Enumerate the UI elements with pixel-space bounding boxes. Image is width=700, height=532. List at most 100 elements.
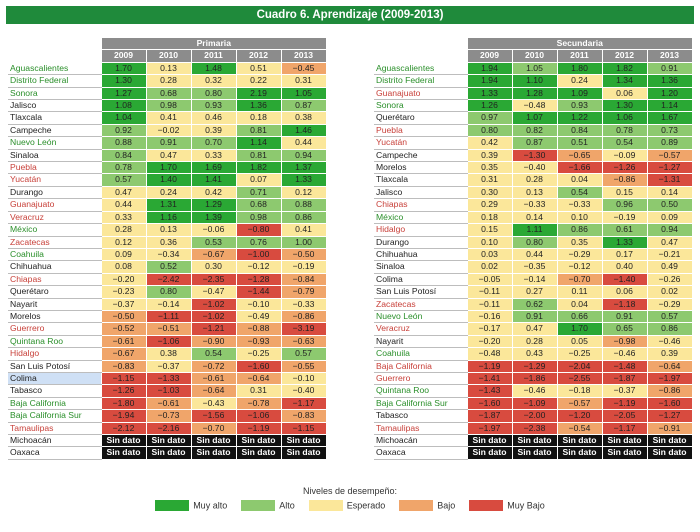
secundaria-value-cell: −0.33 <box>511 198 558 212</box>
primaria-state-name: Campeche <box>8 124 101 138</box>
secundaria-value-cell: −2.00 <box>511 409 558 423</box>
secundaria-value-cell: 0.47 <box>511 322 558 336</box>
primaria-value-cell: 0.81 <box>235 123 282 138</box>
primaria-value-cell: 0.44 <box>280 136 327 150</box>
primaria-state-name: Sonora <box>8 87 101 101</box>
secundaria-table-row: Michoacán Sin dato Sin dato Sin dato Sin dat… <box>374 433 693 448</box>
primaria-value-cell: −0.52 <box>100 322 147 336</box>
secundaria-value-cell: −0.05 <box>466 272 513 287</box>
secundaria-value-cell: 1.30 <box>601 99 648 113</box>
secundaria-value-cell: −0.17 <box>466 322 513 336</box>
secundaria-table-row: Guerrero −1.41 −1.86 −2.55 −1.87 −1.97 <box>374 371 693 386</box>
secundaria-value-cell: 1.94 <box>466 61 513 76</box>
primaria-table-row: Nuevo León 0.88 0.91 0.70 1.14 0.44 <box>8 136 327 150</box>
primaria-table-row: Guanajuato 0.44 1.31 1.29 0.68 0.88 <box>8 198 327 212</box>
secundaria-value-cell: −1.48 <box>601 359 648 373</box>
secundaria-value-cell: 0.84 <box>556 123 603 138</box>
secundaria-value-cell: Sin dato <box>466 446 513 460</box>
secundaria-value-cell: −0.35 <box>511 260 558 274</box>
secundaria-table-row: Aguascalientes 1.94 1.05 1.80 1.82 0.91 <box>374 61 693 76</box>
primaria-value-cell: −0.64 <box>235 371 282 386</box>
legend-label: Esperado <box>346 500 386 511</box>
secundaria-value-cell: 0.57 <box>646 309 693 324</box>
primaria-value-cell: 0.94 <box>280 148 327 163</box>
primaria-year-header: 2011 <box>190 49 237 63</box>
primaria-table-row: Puebla 0.78 1.70 1.69 1.82 1.37 <box>8 161 327 175</box>
secundaria-value-cell: 1.36 <box>646 74 693 88</box>
secundaria-value-cell: −0.46 <box>511 384 558 398</box>
secundaria-state-name: Tamaulipas <box>374 422 467 436</box>
secundaria-value-cell: 0.03 <box>466 247 513 262</box>
primaria-value-cell: −0.86 <box>280 309 327 324</box>
secundaria-value-cell: 0.42 <box>466 136 513 150</box>
primaria-state-name: Oaxaca <box>8 446 101 460</box>
primaria-state-name: Hidalgo <box>8 347 101 361</box>
secundaria-value-cell: −0.25 <box>556 347 603 361</box>
secundaria-value-cell: 0.54 <box>556 185 603 200</box>
legend-item: Bajo <box>399 500 455 512</box>
primaria-value-cell: 0.71 <box>235 185 282 200</box>
secundaria-value-cell: 1.06 <box>601 111 648 125</box>
primaria-value-cell: 0.46 <box>190 111 237 125</box>
primaria-state-name: Jalisco <box>8 99 101 113</box>
secundaria-value-cell: 0.15 <box>601 185 648 200</box>
primaria-table-row: Michoacán Sin dato Sin dato Sin dato Sin dat… <box>8 433 327 448</box>
primaria-value-cell: 2.19 <box>235 86 282 101</box>
secundaria-value-cell: −1.09 <box>511 396 558 411</box>
secundaria-header-spacer <box>374 38 467 50</box>
secundaria-value-cell: 0.10 <box>556 210 603 225</box>
secundaria-value-cell: −0.16 <box>466 309 513 324</box>
secundaria-value-cell: −1.27 <box>646 409 693 423</box>
secundaria-state-name: Hidalgo <box>374 223 467 237</box>
primaria-value-cell: −0.67 <box>190 247 237 262</box>
secundaria-value-cell: 0.66 <box>556 309 603 324</box>
primaria-value-cell: Sin dato <box>145 446 192 460</box>
secundaria-table-row: Chihuahua 0.03 0.44 −0.29 0.17 −0.21 <box>374 247 693 262</box>
secundaria-value-cell: −0.46 <box>646 334 693 349</box>
primaria-value-cell: 0.68 <box>235 198 282 212</box>
primaria-value-cell: 0.39 <box>190 123 237 138</box>
primaria-years-row: 2009 2010 2011 2012 2013 <box>8 49 327 63</box>
primaria-value-cell: 0.22 <box>235 74 282 88</box>
primaria-value-cell: −0.61 <box>100 334 147 349</box>
secundaria-value-cell: 1.14 <box>646 99 693 113</box>
primaria-state-name: Querétaro <box>8 285 101 299</box>
primaria-value-cell: −0.23 <box>100 285 147 299</box>
secundaria-table-row: Baja California −1.19 −1.29 −2.04 −1.48 −0.64 <box>374 359 693 373</box>
secundaria-value-cell: 1.67 <box>646 111 693 125</box>
primaria-value-cell: −1.03 <box>145 384 192 398</box>
secundaria-value-cell: 1.20 <box>646 86 693 101</box>
secundaria-value-cell: −0.86 <box>601 173 648 187</box>
secundaria-value-cell: Sin dato <box>556 446 603 460</box>
primaria-value-cell: 0.38 <box>280 111 327 125</box>
primaria-table-body: Primaria 2009 2010 2011 2012 2013 Aguascalient… <box>8 38 327 460</box>
primaria-value-cell: −1.02 <box>190 309 237 324</box>
primaria-value-cell: 0.87 <box>280 99 327 113</box>
secundaria-value-cell: 1.33 <box>466 86 513 101</box>
secundaria-value-cell: 0.27 <box>511 285 558 299</box>
primaria-value-cell: 0.54 <box>190 347 237 361</box>
secundaria-value-cell: −0.91 <box>646 421 693 436</box>
secundaria-value-cell: 0.10 <box>466 235 513 249</box>
secundaria-value-cell: 0.44 <box>511 247 558 262</box>
secundaria-value-cell: −2.05 <box>601 409 648 423</box>
primaria-value-cell: 0.47 <box>145 148 192 163</box>
secundaria-value-cell: 0.28 <box>511 334 558 349</box>
secundaria-value-cell: 0.29 <box>466 198 513 212</box>
secundaria-value-cell: 0.51 <box>556 136 603 150</box>
secundaria-state-name: Tlaxcala <box>374 173 467 187</box>
secundaria-value-cell: Sin dato <box>646 446 693 460</box>
secundaria-value-cell: 0.73 <box>646 123 693 138</box>
secundaria-state-name: Chihuahua <box>374 248 467 262</box>
secundaria-years-spacer <box>374 50 467 62</box>
secundaria-state-name: Querétaro <box>374 111 467 125</box>
secundaria-value-cell: −1.40 <box>601 272 648 287</box>
secundaria-state-name: Veracruz <box>374 322 467 336</box>
primaria-value-cell: 1.70 <box>100 61 147 76</box>
secundaria-value-cell: 0.97 <box>466 111 513 125</box>
secundaria-state-name: San Luis Potosí <box>374 285 467 299</box>
secundaria-value-cell: 0.50 <box>646 198 693 212</box>
primaria-years-spacer <box>8 50 101 62</box>
secundaria-table-row: Chiapas 0.29 −0.33 −0.33 0.96 0.50 <box>374 198 693 212</box>
primaria-state-name: Durango <box>8 186 101 200</box>
